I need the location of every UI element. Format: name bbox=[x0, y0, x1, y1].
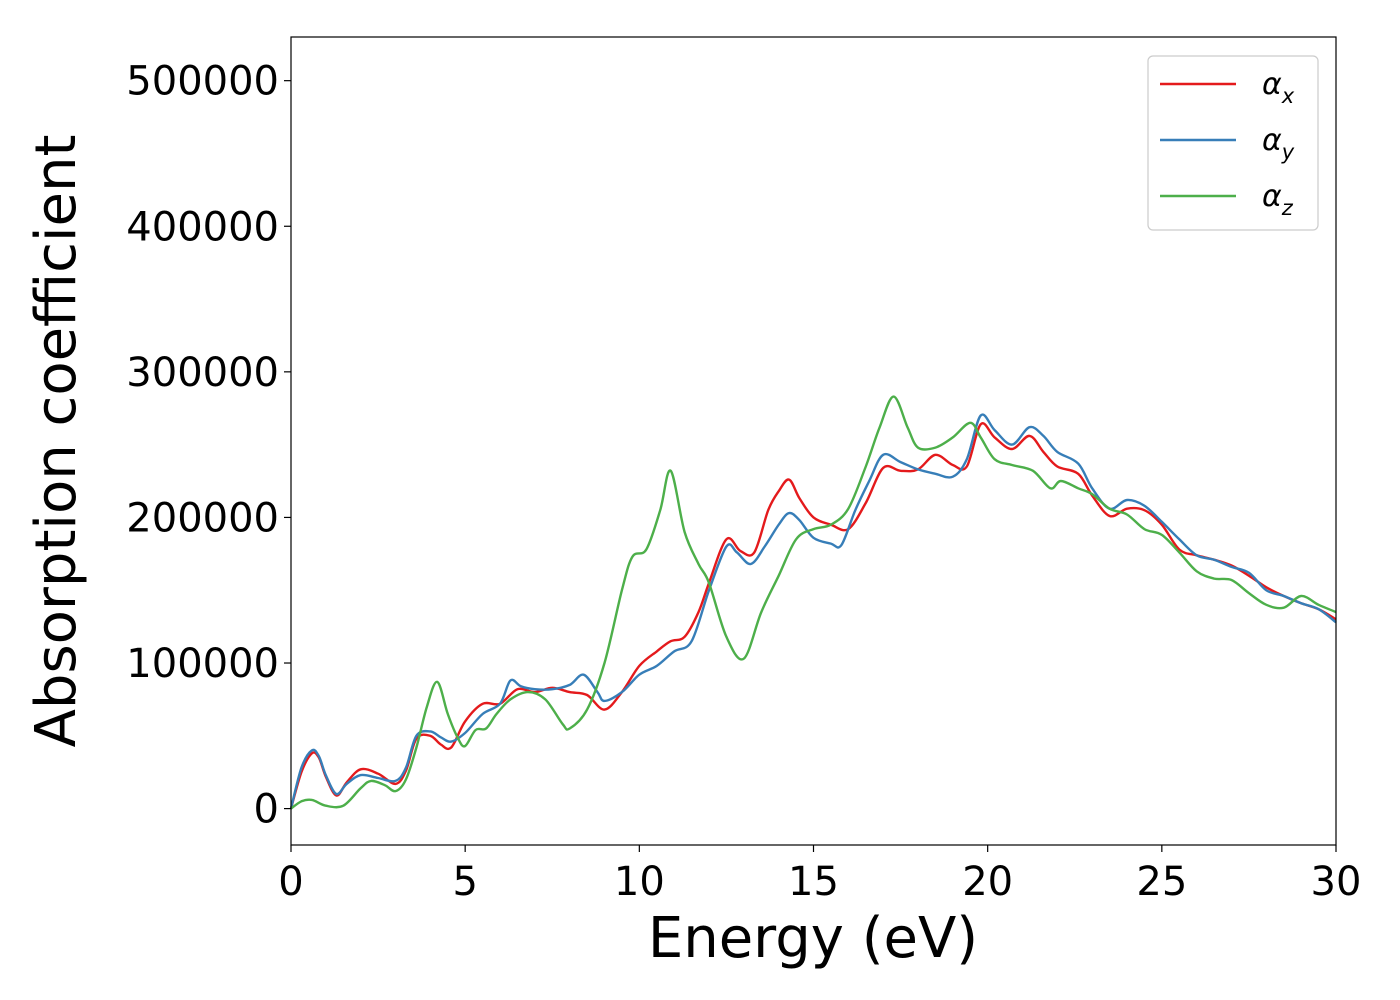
y-tick-label: 200000 bbox=[126, 495, 279, 541]
y-axis: 0 100000 200000 300000 400000 500000 bbox=[126, 59, 291, 833]
x-tick-label: 15 bbox=[788, 859, 839, 905]
y-tick-label: 300000 bbox=[126, 350, 279, 396]
y-tick-label: 400000 bbox=[126, 204, 279, 250]
x-axis: 0 5 10 15 20 25 30 bbox=[278, 845, 1361, 905]
x-tick-label: 20 bbox=[962, 859, 1013, 905]
x-tick-label: 0 bbox=[278, 859, 303, 905]
series-line-y bbox=[289, 413, 1337, 809]
legend-box bbox=[1147, 55, 1319, 231]
y-axis-title: Absorption coefficient bbox=[24, 135, 89, 748]
series-line-z bbox=[290, 395, 1337, 810]
x-tick-label: 10 bbox=[614, 859, 665, 905]
series-line-x bbox=[289, 422, 1337, 809]
x-tick-label: 25 bbox=[1136, 859, 1187, 905]
y-tick-label: 0 bbox=[254, 787, 279, 833]
x-tick-label: 5 bbox=[452, 859, 477, 905]
y-tick-label: 500000 bbox=[126, 59, 279, 105]
series-layer bbox=[289, 395, 1337, 810]
y-tick-label: 100000 bbox=[126, 641, 279, 687]
x-axis-title: Energy (eV) bbox=[648, 906, 978, 971]
x-tick-label: 30 bbox=[1311, 859, 1362, 905]
